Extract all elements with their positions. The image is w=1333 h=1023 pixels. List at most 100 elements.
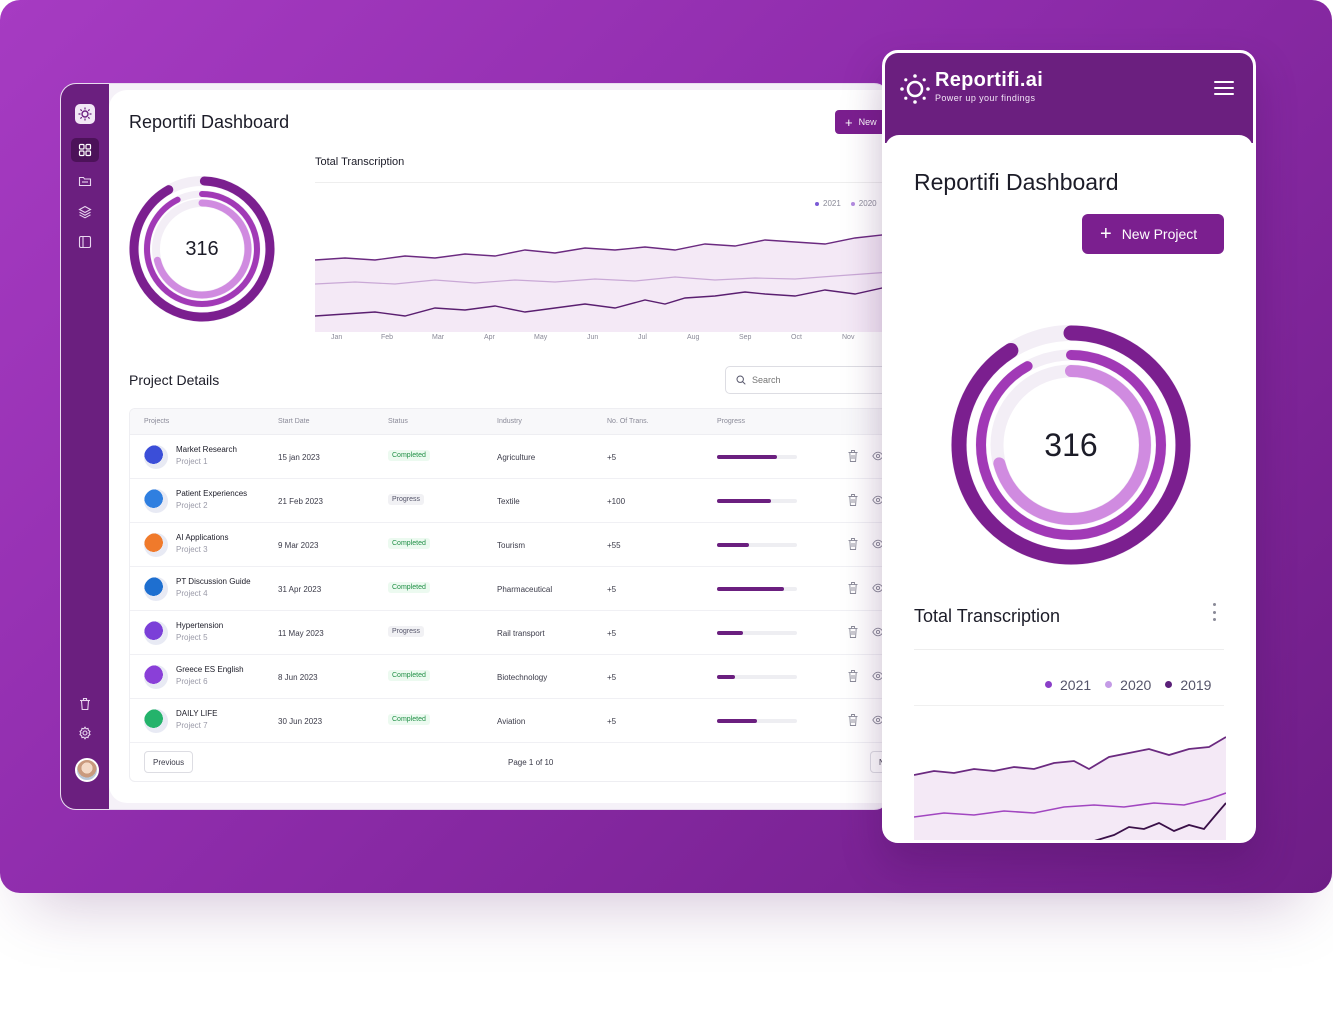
project-name[interactable]: Hypertension — [176, 621, 224, 630]
trans-count: +100 — [607, 497, 626, 506]
industry: Aviation — [497, 717, 526, 726]
search-icon — [736, 375, 746, 385]
delete-icon[interactable] — [848, 582, 858, 594]
month-tick: May — [534, 334, 548, 341]
sidebar-item-files[interactable] — [71, 169, 99, 193]
mobile-total-count: 316 — [1044, 426, 1098, 463]
delete-icon[interactable] — [848, 450, 858, 462]
table-row[interactable]: Hypertension Project 5 11 May 2023 Progress… — [130, 611, 889, 655]
total-ring-chart — [129, 176, 275, 322]
column-header[interactable]: Projects — [144, 418, 170, 425]
status-badge: Completed — [388, 582, 430, 593]
table-row[interactable]: DAILY LIFE Project 7 30 Jun 2023 Completed A… — [130, 699, 889, 743]
industry: Rail transport — [497, 629, 545, 638]
brand-tagline: Power up your findings — [935, 93, 1036, 103]
previous-button[interactable]: Previous — [144, 751, 194, 773]
delete-icon[interactable] — [848, 538, 858, 550]
mobile-body: Reportifi Dashboard + New Project 316 To… — [885, 135, 1253, 840]
search-box[interactable] — [725, 366, 889, 394]
start-date: 31 Apr 2023 — [278, 585, 322, 594]
legend-item-2020: 2020 — [1105, 677, 1151, 693]
legend-item-2021: 2021 — [1045, 677, 1091, 693]
column-header[interactable]: Start Date — [278, 418, 310, 425]
desktop-window: Reportifi Dashboard + New 316 Total Tran… — [60, 83, 890, 810]
trans-count: +5 — [607, 585, 617, 594]
trans-count: +5 — [607, 717, 617, 726]
sidebar — [61, 84, 109, 809]
sidebar-item-trash[interactable] — [71, 692, 99, 716]
project-name[interactable]: Market Research — [176, 445, 237, 454]
chart-legend: 2021 2020 — [815, 199, 877, 208]
table-row[interactable]: AI Applications Project 3 9 Mar 2023 Comple… — [130, 523, 889, 567]
sidebar-item-layers[interactable] — [71, 200, 99, 224]
avatar[interactable] — [75, 758, 99, 782]
total-count: 316 — [185, 237, 219, 260]
delete-icon[interactable] — [848, 494, 858, 506]
start-date: 11 May 2023 — [278, 629, 324, 638]
project-sub: Project 1 — [176, 457, 208, 466]
sidebar-panel-icon — [78, 235, 92, 249]
delete-icon[interactable] — [848, 626, 858, 638]
mobile-total-ring-chart — [951, 325, 1191, 565]
layers-icon — [78, 205, 92, 219]
start-date: 9 Mar 2023 — [278, 541, 319, 550]
project-name[interactable]: PT Discussion Guide — [176, 577, 251, 586]
series-area-2021 — [914, 737, 1226, 840]
table-row[interactable]: Patient Experiences Project 2 21 Feb 2023 P… — [130, 479, 889, 523]
month-tick: Sep — [739, 334, 752, 341]
progress-bar — [717, 631, 797, 635]
start-date: 8 Jun 2023 — [278, 673, 318, 682]
month-tick: Jul — [638, 334, 647, 341]
new-project-button[interactable]: + New — [835, 110, 889, 134]
search-input[interactable] — [752, 375, 889, 385]
folder-icon — [78, 176, 92, 187]
trans-count: +5 — [607, 453, 617, 462]
month-tick: Jan — [331, 334, 343, 341]
new-project-label: New — [858, 117, 877, 127]
industry: Agriculture — [497, 453, 536, 462]
project-name[interactable]: Patient Experiences — [176, 489, 248, 498]
column-header[interactable]: Progress — [717, 418, 746, 425]
project-sub: Project 5 — [176, 633, 208, 642]
column-header[interactable]: Industry — [497, 418, 522, 425]
status-badge: Progress — [388, 494, 425, 505]
project-name[interactable]: AI Applications — [176, 533, 229, 542]
plus-icon: + — [845, 114, 853, 130]
mobile-new-project-button[interactable]: + New Project — [1082, 214, 1224, 254]
sidebar-item-settings[interactable] — [71, 721, 99, 745]
start-date: 15 jan 2023 — [278, 453, 320, 462]
app-logo-icon[interactable] — [75, 104, 95, 124]
column-header[interactable]: No. Of Trans. — [607, 418, 649, 425]
month-tick: Jun — [587, 334, 599, 341]
series-line-2021 — [914, 736, 1226, 776]
mobile-window: Reportifi.ai Power up your findings Repo… — [882, 50, 1256, 843]
project-name[interactable]: DAILY LIFE — [176, 709, 218, 718]
sidebar-item-panel[interactable] — [71, 230, 99, 254]
industry: Textile — [497, 497, 520, 506]
column-header[interactable]: Status — [388, 418, 408, 425]
table-row[interactable]: Market Research Project 1 15 jan 2023 Compl… — [130, 435, 889, 479]
hamburger-menu-icon[interactable] — [1214, 81, 1234, 95]
table-row[interactable]: Greece ES English Project 6 8 Jun 2023 Comp… — [130, 655, 889, 699]
table-row[interactable]: PT Discussion Guide Project 4 31 Apr 2023 C… — [130, 567, 889, 611]
status-badge: Completed — [388, 714, 430, 725]
industry: Pharmaceutical — [497, 585, 553, 594]
sun-logo-icon[interactable] — [899, 73, 931, 105]
status-badge: Completed — [388, 450, 430, 461]
delete-icon[interactable] — [848, 670, 858, 682]
series-line-2019 — [1094, 802, 1226, 840]
sidebar-item-dashboard[interactable] — [71, 138, 99, 162]
page-indicator: Page 1 of 10 — [508, 758, 554, 767]
progress-bar — [717, 499, 797, 503]
more-options-icon[interactable] — [1211, 603, 1217, 621]
project-icon — [144, 577, 168, 601]
status-badge: Completed — [388, 670, 430, 681]
delete-icon[interactable] — [848, 714, 858, 726]
progress-bar — [717, 675, 797, 679]
project-sub: Project 3 — [176, 545, 208, 554]
progress-bar — [717, 543, 797, 547]
series-area-2021 — [315, 234, 889, 332]
month-tick: Nov — [842, 334, 855, 341]
project-name[interactable]: Greece ES English — [176, 665, 244, 674]
